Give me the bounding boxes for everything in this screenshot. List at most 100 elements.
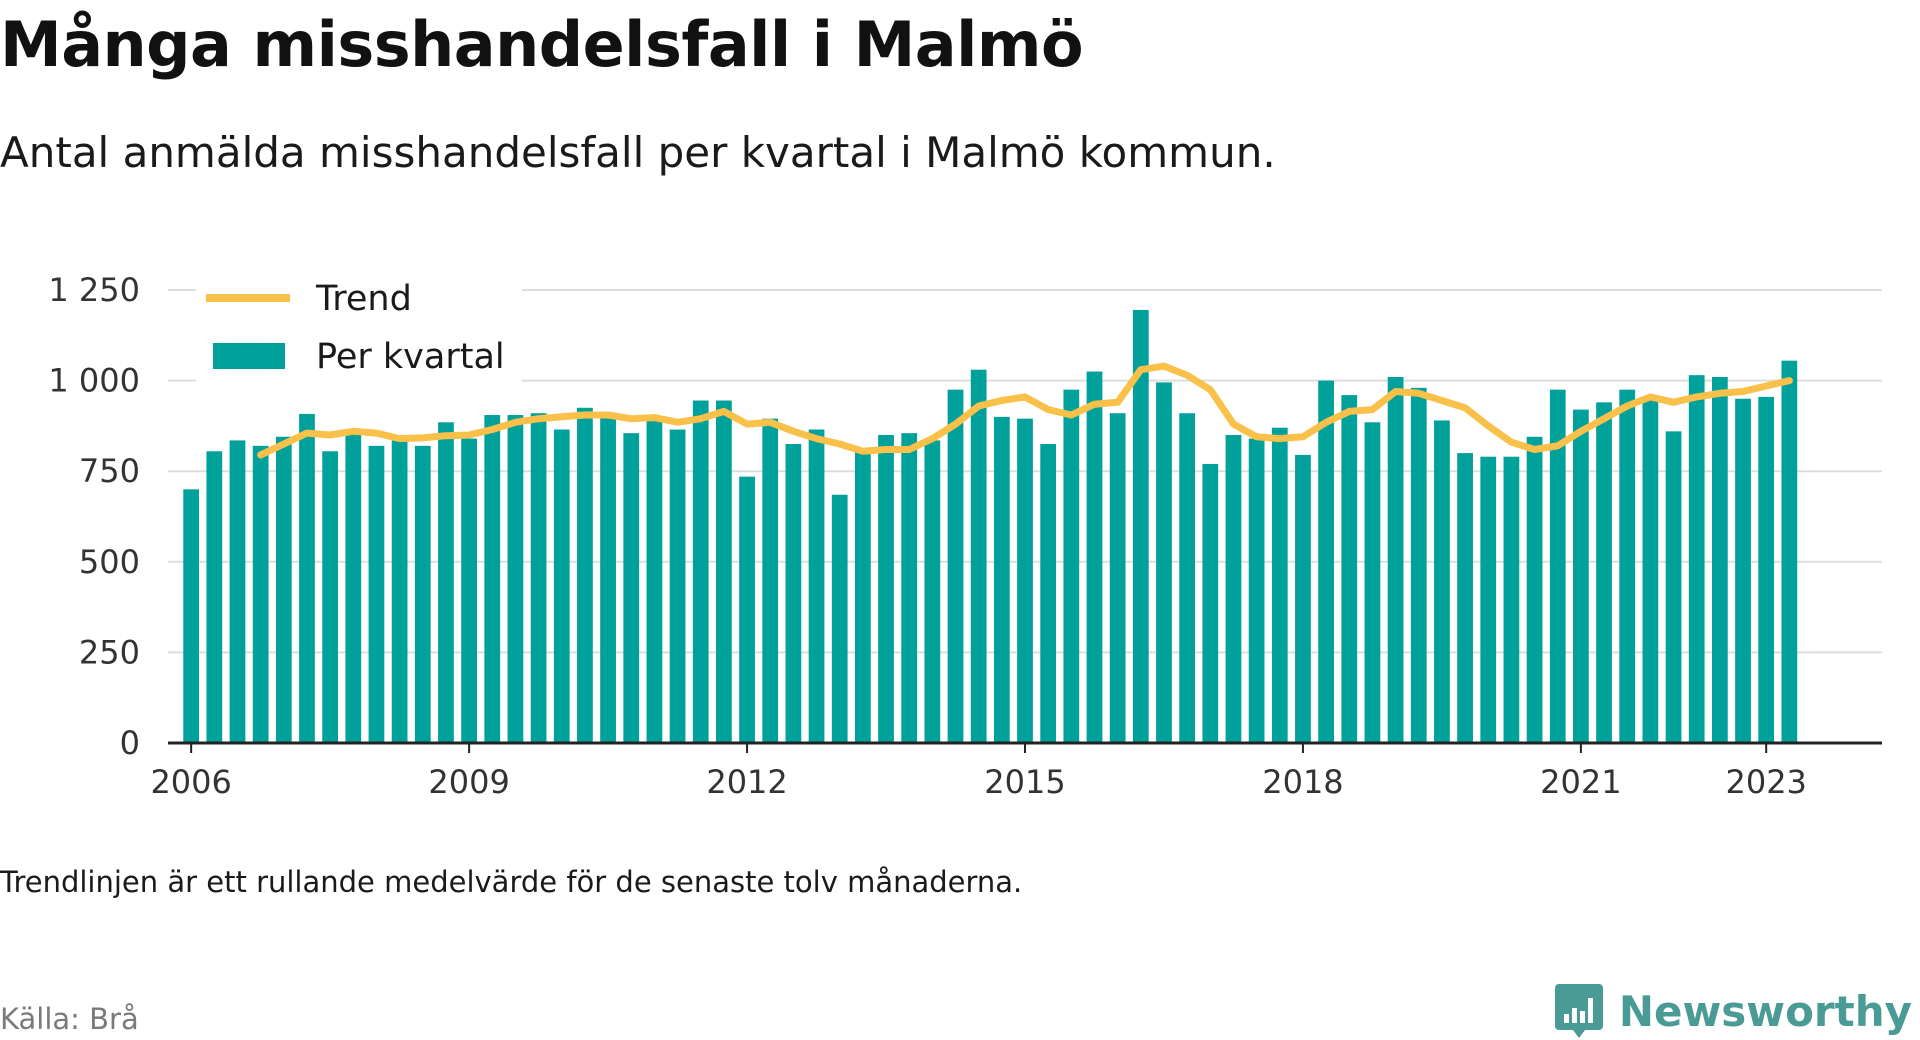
bar [1457,453,1473,743]
bar [1132,309,1149,743]
x-tick-label: 2021 [1540,763,1621,801]
bar [275,436,292,743]
bar [391,440,408,743]
bar [970,369,987,743]
bar [808,429,825,743]
bar [1040,444,1057,743]
chart-title: Många misshandelsfall i Malmö [0,8,1084,81]
bar [183,489,200,743]
legend-bar-swatch [213,343,285,369]
bar [1711,376,1728,743]
bar [1619,389,1636,743]
bar [1271,427,1288,743]
bar [414,445,431,743]
bar [947,389,964,743]
bar [1063,389,1080,743]
bar-series [183,309,1798,743]
bar [1781,360,1798,743]
bar [368,445,385,743]
bar [1758,396,1775,743]
bar [553,429,570,743]
bar [1341,395,1358,743]
bar [716,400,732,743]
bar [1387,376,1404,743]
bar [299,413,315,743]
y-tick-label: 250 [79,633,140,671]
bar [600,413,616,743]
y-axis-tick-labels: 0 250 500 750 1 000 1 250 [48,271,140,762]
bar [1735,398,1751,743]
legend-bar-label: Per kvartal [316,337,505,377]
bar [1573,409,1589,743]
bar [878,434,894,743]
bar [438,422,454,743]
bar [1202,463,1219,743]
bar [206,451,223,743]
x-tick-label: 2015 [984,763,1065,801]
bar [229,440,246,743]
bar [901,433,918,743]
bar [1225,434,1242,743]
bar [530,413,547,743]
bar [1480,456,1497,743]
bar [785,444,802,743]
bar [322,451,339,743]
bar [924,440,941,743]
bar [1364,422,1381,743]
y-tick-label: 0 [120,724,140,762]
x-tick-label: 2023 [1725,763,1806,801]
bar [252,445,269,743]
brand-name: Newsworthy [1618,986,1912,1036]
bar [1109,413,1126,743]
x-tick-label: 2009 [428,763,509,801]
bar [646,420,663,743]
bar [507,415,524,743]
bar [762,418,779,743]
bar [1688,375,1705,743]
x-axis: 2006 2009 2012 2015 2018 2021 2023 [150,741,1882,801]
bar [831,494,848,743]
bar [692,400,709,743]
bar [1179,413,1196,743]
bar [1526,436,1543,743]
bar [993,416,1010,743]
chart-subtitle: Antal anmälda misshandelsfall per kvarta… [0,128,1276,177]
legend-trend-label: Trend [315,279,412,319]
bar [1318,380,1334,743]
trend-line [257,362,1793,459]
bar [577,407,593,743]
x-tick-label: 2012 [706,763,787,801]
bar [1665,431,1682,743]
y-tick-label: 1 000 [48,362,140,400]
x-tick-label: 2006 [150,763,231,801]
trend-series [257,362,1793,459]
bar [1410,387,1427,743]
bar [345,433,362,743]
bar [1642,396,1659,743]
y-tick-label: 1 250 [48,271,140,309]
brand-logo: Newsworthy [1553,982,1912,1040]
y-tick-label: 500 [79,543,140,581]
bar [1503,456,1520,743]
bar [461,438,477,743]
bar [1596,402,1612,743]
x-tick-label: 2018 [1262,763,1343,801]
legend: Trend Per kvartal [196,272,522,410]
newsworthy-logo-icon [1554,984,1603,1038]
bar [1086,371,1103,743]
bar [1549,389,1566,743]
bar [854,451,871,743]
bar [1017,418,1033,743]
bar [1248,438,1265,743]
bar [623,433,640,743]
source-note: Källa: Brå [0,1002,139,1036]
bar [1295,454,1311,743]
bar [669,429,686,743]
bar [1156,382,1172,743]
footnote: Trendlinjen är ett rullande medelvärde f… [0,865,1023,899]
bar [484,415,501,743]
bar [739,476,755,743]
chart-area: 0 250 500 750 1 000 1 250 2006 2009 2012 2015 201… [48,271,1882,801]
bar [1434,420,1450,743]
y-tick-label: 750 [79,452,140,490]
